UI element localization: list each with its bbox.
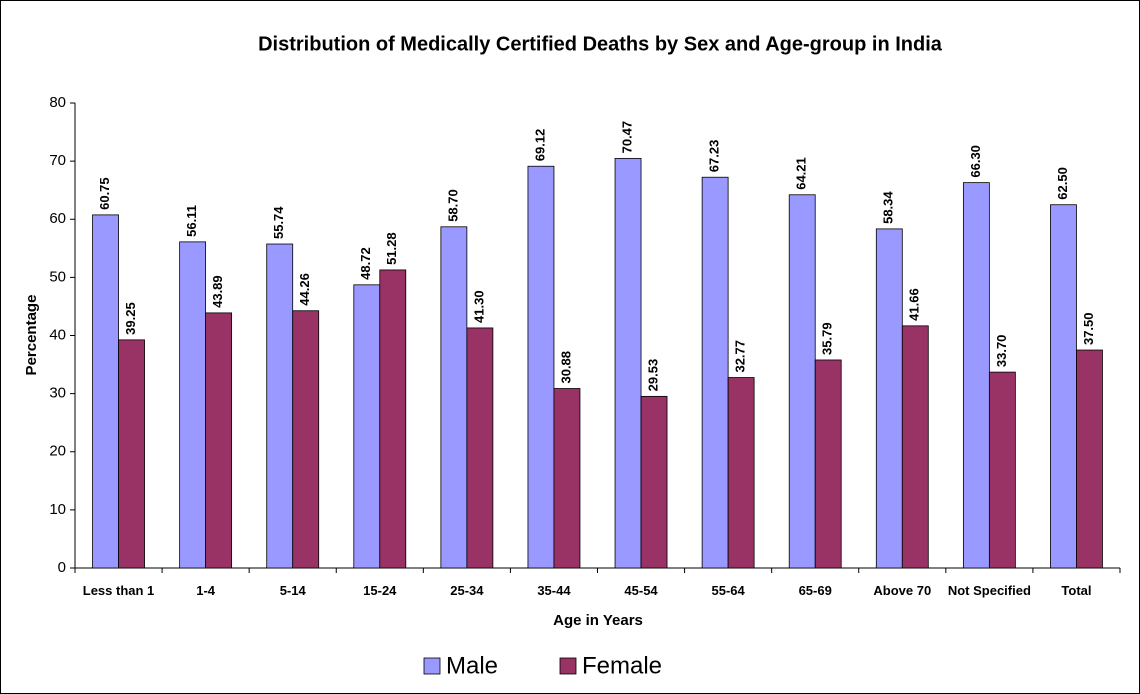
data-label: 64.21 [794,157,809,190]
bar [92,214,119,569]
x-tick-label: 55-64 [711,583,745,598]
bar [553,388,581,569]
y-axis-title: Percentage [23,295,40,376]
y-tick-label: 60 [49,210,66,227]
x-tick-label: 45-54 [624,583,658,598]
data-label: 70.47 [619,121,634,154]
bar [466,327,494,569]
x-tick-label: Not Specified [947,583,1031,598]
bar [440,226,468,569]
x-tick-label: 15-24 [363,583,397,598]
data-label: 69.12 [532,129,547,162]
bar [527,165,555,569]
bar [788,194,816,569]
data-label: 33.70 [994,335,1009,368]
data-label: 32.77 [733,340,748,373]
x-axis-title: Age in Years [553,612,643,629]
data-label: 58.34 [881,191,896,224]
bar [814,359,842,569]
bar [1050,204,1077,569]
bar [266,243,294,569]
bar [988,371,1016,569]
data-label: 66.30 [968,145,983,178]
data-label: 37.50 [1081,312,1096,345]
bar [875,228,903,569]
bar [614,157,642,569]
chart-title: Distribution of Medically Certified Deat… [258,33,943,55]
x-tick-label: 65-69 [798,583,832,598]
legend-swatch [559,657,577,675]
x-tick-label: 25-34 [450,583,484,598]
data-label: 60.75 [97,177,112,210]
data-label: 29.53 [645,359,660,392]
bar [292,310,320,569]
data-label: 44.26 [297,273,312,306]
y-tick-label: 70 [49,152,66,169]
legend-label: Male [446,652,498,679]
bar [962,182,990,569]
y-tick-label: 50 [49,268,66,285]
data-label: 56.11 [184,205,199,237]
bar [640,395,668,569]
data-label: 39.25 [123,302,138,335]
legend-swatch [423,657,441,675]
legend-label: Female [582,652,662,679]
y-tick-label: 40 [49,326,66,343]
data-label: 62.50 [1055,167,1070,200]
x-tick-label: 5-14 [279,583,306,598]
data-label: 58.70 [445,189,460,222]
y-tick-label: 30 [49,385,66,402]
bar [179,241,207,569]
x-tick-label: Above 70 [873,583,932,598]
data-label: 55.74 [271,206,286,239]
bar [701,176,729,569]
data-label: 43.89 [210,275,225,308]
bar [901,325,929,569]
x-tick-label: Less than 1 [82,583,155,598]
data-label: 48.72 [358,247,373,280]
bar [205,312,233,569]
y-tick-label: 10 [49,501,66,518]
data-label: 67.23 [707,140,722,173]
y-tick-label: 0 [58,559,66,576]
bar [1076,349,1103,569]
x-tick-label: 35-44 [537,583,571,598]
y-tick-label: 20 [49,443,66,460]
bar [353,284,381,569]
data-label: 51.28 [384,232,399,265]
y-tick-label: 80 [49,94,66,111]
bar [118,339,145,569]
bar [727,377,755,569]
data-label: 35.79 [820,322,835,355]
x-tick-label: 1-4 [196,583,216,598]
x-tick-label: Total [1061,583,1092,598]
data-label: 30.88 [558,351,573,384]
data-label: 41.66 [907,288,922,321]
data-label: 41.30 [471,290,486,323]
bar [379,269,407,569]
